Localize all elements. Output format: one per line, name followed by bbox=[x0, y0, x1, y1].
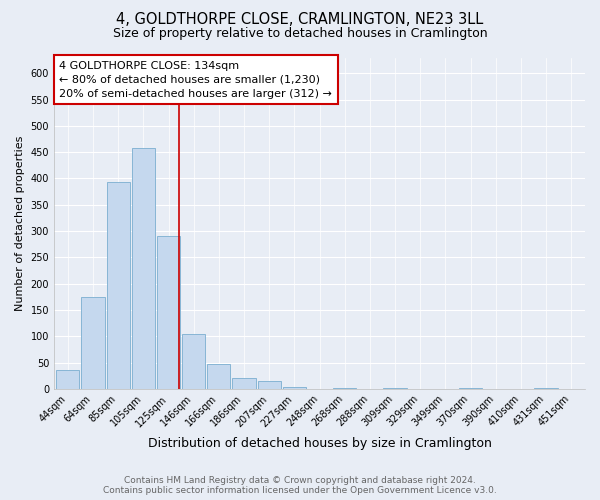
Bar bbox=[56, 370, 79, 389]
Bar bbox=[182, 334, 205, 389]
X-axis label: Distribution of detached houses by size in Cramlington: Distribution of detached houses by size … bbox=[148, 437, 491, 450]
Bar bbox=[82, 297, 104, 389]
Text: 4, GOLDTHORPE CLOSE, CRAMLINGTON, NE23 3LL: 4, GOLDTHORPE CLOSE, CRAMLINGTON, NE23 3… bbox=[116, 12, 484, 28]
Text: 4 GOLDTHORPE CLOSE: 134sqm
← 80% of detached houses are smaller (1,230)
20% of s: 4 GOLDTHORPE CLOSE: 134sqm ← 80% of deta… bbox=[59, 61, 332, 99]
Bar bbox=[459, 388, 482, 389]
Bar bbox=[257, 381, 281, 389]
Text: Size of property relative to detached houses in Cramlington: Size of property relative to detached ho… bbox=[113, 28, 487, 40]
Y-axis label: Number of detached properties: Number of detached properties bbox=[15, 136, 25, 311]
Text: Contains HM Land Registry data © Crown copyright and database right 2024.
Contai: Contains HM Land Registry data © Crown c… bbox=[103, 476, 497, 495]
Bar bbox=[232, 378, 256, 389]
Bar bbox=[283, 387, 306, 389]
Bar bbox=[107, 182, 130, 389]
Bar bbox=[333, 388, 356, 389]
Bar bbox=[383, 388, 407, 389]
Bar bbox=[157, 236, 180, 389]
Bar bbox=[207, 364, 230, 389]
Bar bbox=[132, 148, 155, 389]
Bar bbox=[535, 388, 557, 389]
